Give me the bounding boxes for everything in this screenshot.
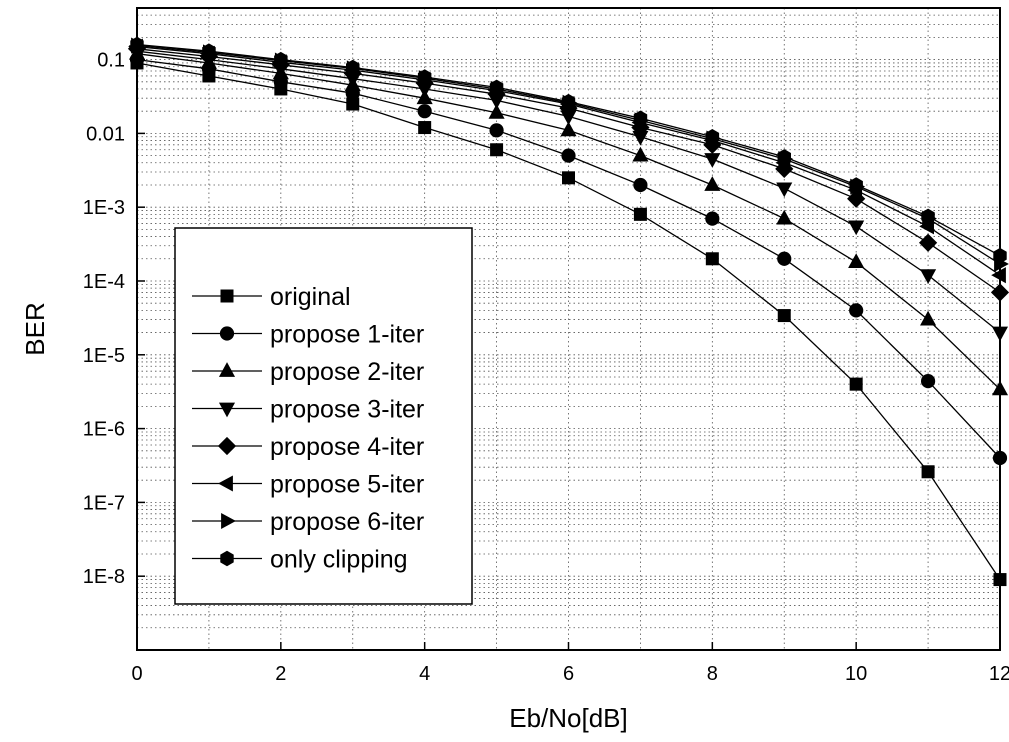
series-7 — [130, 36, 1007, 264]
data-point — [561, 148, 576, 163]
legend-marker — [218, 402, 236, 418]
legend-marker — [220, 550, 234, 567]
data-point — [849, 303, 864, 318]
x-tick-label: 0 — [131, 663, 142, 685]
data-point — [776, 209, 793, 225]
x-tick-label: 2 — [275, 663, 286, 685]
legend-label: propose 6-iter — [270, 508, 424, 536]
data-point — [777, 149, 791, 165]
data-point — [633, 110, 648, 127]
y-tick-label: 1E-6 — [83, 419, 125, 441]
data-point — [489, 123, 504, 138]
y-tick-label: 1E-8 — [83, 566, 125, 588]
x-tick-label: 4 — [419, 663, 430, 685]
legend-marker — [218, 362, 236, 377]
data-point — [918, 233, 938, 252]
y-axis-title: BER — [20, 302, 50, 355]
data-point — [848, 220, 865, 236]
legend-label: propose 2-iter — [270, 358, 424, 386]
legend-label: propose 3-iter — [270, 396, 424, 424]
x-tick-label: 6 — [563, 663, 574, 685]
data-point — [633, 207, 647, 221]
data-point — [489, 79, 504, 96]
y-tick-label: 1E-4 — [83, 271, 125, 293]
x-tick-label: 12 — [989, 663, 1009, 685]
data-point — [920, 374, 936, 389]
legend-marker — [220, 289, 234, 303]
data-point — [632, 146, 649, 162]
legend-label: propose 5-iter — [270, 471, 424, 499]
y-tick-label: 1E-7 — [83, 492, 125, 514]
legend-label: only clipping — [270, 546, 408, 574]
data-point — [704, 176, 721, 191]
legend-label: propose 1-iter — [270, 321, 424, 349]
data-point — [560, 121, 577, 137]
data-point — [921, 208, 935, 225]
legend: original propose 1-iter propose 2-iter prop… — [174, 227, 473, 605]
x-axis-title: Eb/No[dB] — [509, 703, 628, 733]
data-point — [705, 252, 719, 266]
data-point — [849, 377, 863, 391]
x-tick-label: 10 — [845, 663, 867, 685]
series-layer — [127, 36, 1009, 587]
data-point — [274, 51, 288, 68]
data-point — [848, 253, 865, 269]
data-point — [490, 143, 504, 157]
data-point — [920, 310, 937, 326]
data-point — [777, 309, 791, 323]
data-point — [991, 267, 1006, 284]
data-point — [418, 121, 432, 135]
data-point — [920, 269, 937, 284]
legend-marker — [221, 512, 236, 530]
tick-labels: 0 2 4 6 8 10 12 0.1 0.01 1E-3 1E-4 1E-5 1E-6 1E-7 1E-8 — [83, 50, 1009, 685]
y-tick-label: 1E-5 — [83, 345, 125, 367]
data-point — [562, 171, 575, 185]
y-tick-label: 0.1 — [97, 50, 125, 72]
legend-marker — [217, 436, 237, 456]
data-point — [921, 465, 935, 479]
data-point — [776, 182, 793, 198]
data-point — [488, 103, 505, 119]
data-point — [346, 59, 360, 76]
data-point — [417, 104, 432, 119]
data-point — [633, 177, 648, 193]
y-tick-label: 0.01 — [86, 123, 125, 145]
data-point — [704, 153, 721, 168]
legend-marker — [218, 475, 233, 492]
data-point — [202, 43, 216, 59]
x-tick-label: 8 — [707, 663, 718, 685]
legend-label: propose 4-iter — [270, 433, 424, 461]
legend-label: original — [270, 283, 351, 311]
data-point — [705, 211, 720, 226]
data-point — [849, 177, 863, 193]
y-tick-label: 1E-3 — [83, 197, 125, 219]
legend-marker — [219, 326, 235, 341]
data-point — [777, 251, 792, 266]
data-point — [705, 129, 720, 145]
data-point — [561, 93, 576, 110]
data-point — [417, 69, 432, 85]
